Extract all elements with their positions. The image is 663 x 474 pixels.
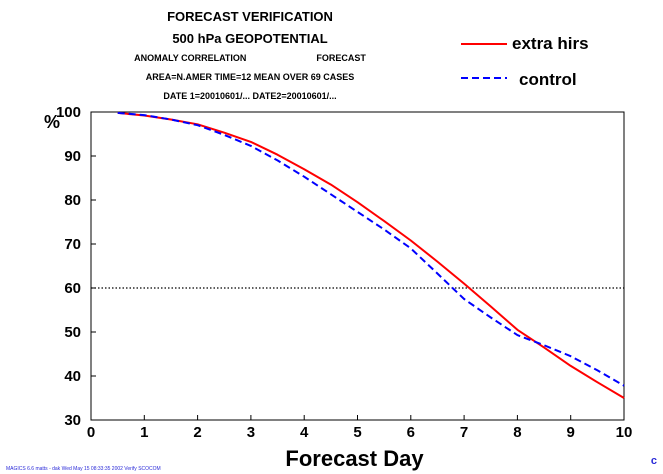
x-tick-label: 10 [616,424,633,441]
y-tick-label: 100 [56,104,81,121]
plot-frame [90,111,625,421]
x-tick-label: 1 [140,424,148,441]
y-axis-label: % [44,112,60,132]
corner-mark: c [650,455,657,467]
x-tick-label: 5 [353,424,361,441]
chart-subtitle: 500 hPa GEOPOTENTIAL [172,31,328,46]
x-tick-label: 0 [87,424,95,441]
chart-title: FORECAST VERIFICATION [167,9,333,24]
legend-label-control: control [519,70,577,89]
series-line-control [117,111,625,387]
x-tick-label: 4 [300,424,309,441]
y-tick-label: 90 [64,148,81,165]
x-tick-label: 9 [567,424,575,441]
y-tick-label: 30 [64,412,81,429]
x-tick-label: 7 [460,424,468,441]
header-date-line: DATE 1=20010601/... DATE2=20010601/... [163,91,337,101]
x-tick-label: 8 [513,424,521,441]
forecast-label: FORECAST [316,53,366,63]
x-tick-label: 3 [247,424,255,441]
y-tick-label: 40 [64,368,81,385]
header-score-line: ANOMALY CORRELATION FORECAST [0,53,500,63]
y-tick-label: 60 [64,280,81,297]
y-tick-label: 50 [64,324,81,341]
y-tick-label: 80 [64,192,81,209]
footer-credit: MAGICS 6.6 matts - dak Wed May 15 08:33:… [6,466,161,472]
score-label: ANOMALY CORRELATION [134,53,247,63]
x-tick-label: 6 [407,424,415,441]
x-tick-label: 2 [193,424,201,441]
legend-label-extra-hirs: extra hirs [512,34,589,53]
header-area-line: AREA=N.AMER TIME=12 MEAN OVER 69 CASES [145,72,355,82]
y-tick-label: 70 [64,236,81,253]
x-axis-label: Forecast Day [285,446,424,471]
series-line-extra-hirs [117,111,625,399]
